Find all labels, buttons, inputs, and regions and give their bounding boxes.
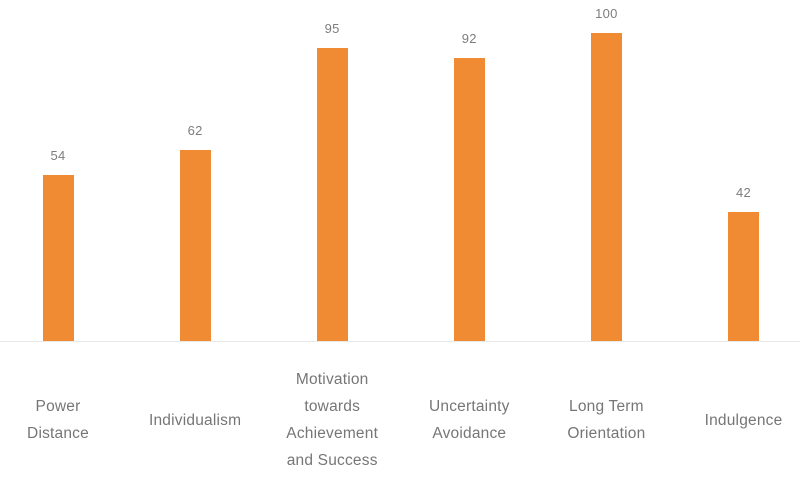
x-axis-category-label-text: Individualism — [148, 411, 242, 429]
x-axis-category-label: Long Term Orientation — [531, 355, 681, 477]
bar-value-label: 62 — [187, 123, 203, 138]
x-axis-category-label-text: Long Term Orientation — [567, 398, 646, 442]
bar[interactable] — [42, 175, 74, 341]
x-axis-category-label: Individualism — [120, 355, 270, 477]
bar-value-label: 92 — [461, 31, 477, 46]
bar[interactable] — [728, 212, 759, 341]
bar[interactable] — [453, 58, 485, 341]
bar[interactable] — [179, 150, 211, 341]
bar-value-label: 100 — [595, 6, 618, 21]
bar[interactable] — [590, 33, 622, 341]
x-axis-category-label: Uncertainty Avoidance — [394, 355, 544, 477]
bar-value-label: 42 — [735, 185, 752, 200]
bar-value-label: 54 — [50, 148, 66, 163]
bar-value-label: 95 — [324, 21, 340, 36]
x-axis-category-label-text: Indulgence — [704, 411, 783, 429]
x-axis-category-label: Power Distance — [0, 355, 133, 477]
x-axis-category-label-text: Power Distance — [27, 398, 89, 442]
bar[interactable] — [316, 48, 348, 341]
x-axis-category-label: Indulgence — [669, 355, 800, 477]
x-axis-category-label: Motivation towards Achievement and Succe… — [257, 355, 407, 477]
x-axis-category-label-text: Uncertainty Avoidance — [429, 398, 510, 442]
x-axis-line — [0, 341, 800, 342]
x-axis-category-label-text: Motivation towards Achievement and Succe… — [286, 371, 379, 469]
